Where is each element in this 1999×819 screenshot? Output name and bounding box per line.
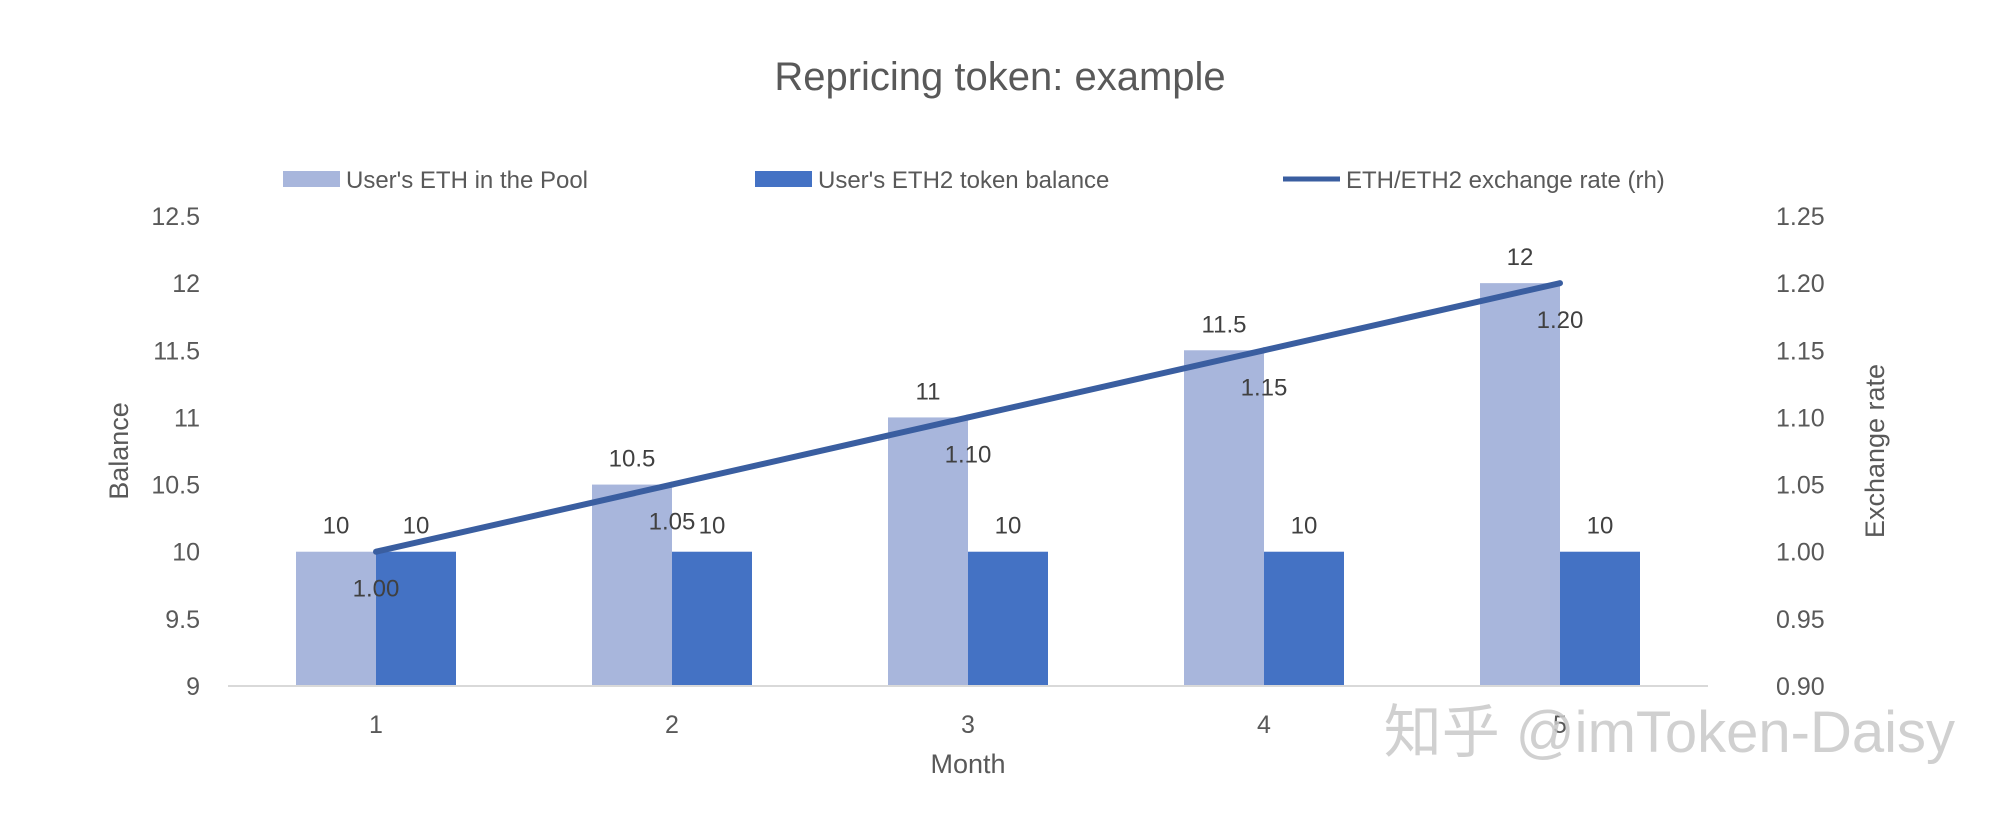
data-label-eth2-balance: 10 xyxy=(995,513,1022,540)
x-tick-label: 4 xyxy=(1257,711,1271,739)
data-label-exchange-rate: 1.15 xyxy=(1241,374,1288,401)
data-label-eth2-balance: 10 xyxy=(699,513,726,540)
bar-eth-pool xyxy=(888,417,968,686)
data-label-eth2-balance: 10 xyxy=(1587,513,1614,540)
exchange-rate-point xyxy=(669,481,675,488)
data-label-eth-pool: 11 xyxy=(916,378,941,405)
x-axis-title: Month xyxy=(930,749,1005,779)
legend-label-exchange-rate: ETH/ETH2 exchange rate (rh) xyxy=(1346,167,1665,194)
x-tick-label: 3 xyxy=(961,711,975,739)
x-tick-label: 2 xyxy=(665,711,679,739)
exchange-rate-point xyxy=(1261,347,1267,354)
bar-eth2-balance xyxy=(376,551,456,686)
data-label-exchange-rate: 1.05 xyxy=(649,509,696,536)
data-label-eth-pool: 12 xyxy=(1507,244,1534,271)
y-tick-label: 9.5 xyxy=(165,606,200,634)
y2-tick-label: 1.05 xyxy=(1776,472,1825,500)
y-tick-label: 11.5 xyxy=(153,337,200,365)
watermark-text: 知乎 @imToken-Daisy xyxy=(1384,700,1955,765)
bar-eth2-balance xyxy=(968,551,1048,686)
data-label-eth-pool: 10.5 xyxy=(609,446,656,473)
y-tick-label: 12 xyxy=(172,270,200,298)
data-label-eth2-balance: 10 xyxy=(1291,513,1318,540)
plot-area: 99.51010.51111.51212.50.900.951.001.051.… xyxy=(151,203,1824,739)
exchange-rate-point xyxy=(965,414,971,421)
y2-axis-title: Exchange rate xyxy=(1860,364,1890,538)
legend: User's ETH in the Pool User's ETH2 token… xyxy=(283,167,1665,194)
data-label-eth-pool: 10 xyxy=(323,513,350,540)
y-tick-label: 10.5 xyxy=(151,472,200,500)
bar-eth-pool xyxy=(592,484,672,686)
legend-label-eth-pool: User's ETH in the Pool xyxy=(346,167,588,194)
y-tick-label: 11 xyxy=(174,404,200,432)
y-tick-label: 9 xyxy=(186,673,200,701)
y-tick-label: 12.5 xyxy=(151,203,200,231)
x-tick-label: 1 xyxy=(369,711,383,739)
bar-eth-pool xyxy=(296,551,376,686)
x-tick-label: 5 xyxy=(1553,711,1567,739)
y2-tick-label: 1.10 xyxy=(1776,404,1825,432)
data-label-exchange-rate: 1.00 xyxy=(353,576,400,603)
bar-eth2-balance xyxy=(672,551,752,686)
y-axis-title: Balance xyxy=(104,402,134,500)
y2-tick-label: 1.25 xyxy=(1776,203,1825,231)
bar-eth2-balance xyxy=(1560,551,1640,686)
data-label-exchange-rate: 1.10 xyxy=(945,441,992,468)
y2-tick-label: 0.90 xyxy=(1776,673,1825,701)
y2-tick-label: 1.00 xyxy=(1776,539,1825,567)
exchange-rate-point xyxy=(373,548,379,555)
chart-title: Repricing token: example xyxy=(774,55,1225,99)
legend-label-eth2-balance: User's ETH2 token balance xyxy=(818,167,1109,194)
exchange-rate-point xyxy=(1557,280,1563,287)
y2-tick-label: 1.20 xyxy=(1776,270,1825,298)
bar-eth-pool xyxy=(1480,283,1560,686)
legend-swatch-eth-pool xyxy=(283,171,340,187)
bar-eth-pool xyxy=(1184,350,1264,686)
data-label-eth2-balance: 10 xyxy=(403,513,430,540)
bar-eth2-balance xyxy=(1264,551,1344,686)
data-label-eth-pool: 11.5 xyxy=(1202,311,1247,338)
y-tick-label: 10 xyxy=(172,539,200,567)
data-label-exchange-rate: 1.20 xyxy=(1537,307,1584,334)
legend-swatch-eth2-balance xyxy=(755,171,812,187)
y2-tick-label: 1.15 xyxy=(1776,337,1825,365)
y2-tick-label: 0.95 xyxy=(1776,606,1825,634)
